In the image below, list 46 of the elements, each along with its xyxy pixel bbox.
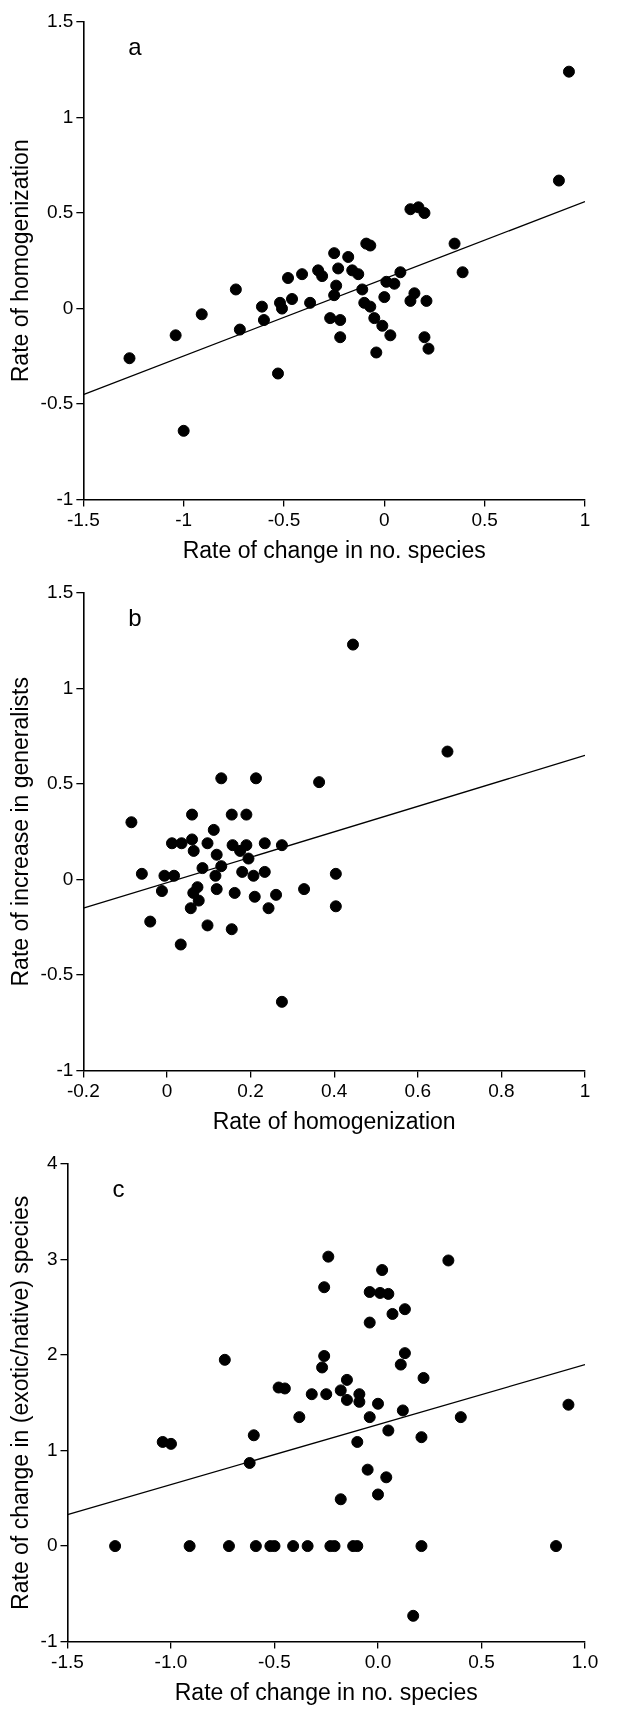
x-tick-label: 0.0 (364, 1651, 392, 1673)
x-tick-label: 0 (161, 1080, 173, 1102)
x-tick-label: 1 (579, 509, 591, 531)
y-tick-label: 1 (46, 1438, 58, 1460)
y-tick-label: -1 (56, 1058, 74, 1080)
x-tick-label: -1 (175, 509, 193, 531)
y-tick-label: 4 (46, 1152, 58, 1174)
x-tick-label: 0 (379, 509, 390, 531)
x-tick-label: -1.0 (154, 1651, 188, 1673)
y-tick-label: 0.5 (46, 201, 74, 223)
y-tick-label: 1 (62, 105, 74, 127)
x-tick-label: 0.2 (237, 1080, 264, 1102)
y-tick-label: 0 (62, 296, 74, 318)
x-axis-title: Rate of change in no. species (174, 1678, 478, 1705)
x-tick-label: -0.5 (267, 509, 301, 531)
x-tick-label: -1.5 (66, 509, 100, 531)
x-tick-label: 0.8 (488, 1080, 515, 1102)
x-axis-title: Rate of change in no. species (182, 536, 486, 563)
x-tick-label: -0.2 (66, 1080, 100, 1102)
y-tick-label: 3 (46, 1247, 58, 1269)
x-tick-label: 1 (579, 1080, 591, 1102)
y-tick-label: 0 (62, 867, 74, 889)
y-tick-label: 2 (46, 1343, 58, 1365)
x-tick-label: 0.6 (404, 1080, 431, 1102)
annotation: b (128, 603, 142, 631)
x-tick-label: -0.5 (258, 1651, 291, 1673)
x-tick-label: 0.5 (471, 509, 498, 531)
y-tick-label: 1.5 (46, 581, 74, 603)
y-tick-label: 0.5 (46, 772, 74, 794)
x-tick-label: 1.0 (571, 1651, 599, 1673)
y-tick-label: 1 (62, 676, 74, 698)
x-tick-label: 0.5 (468, 1651, 495, 1673)
y-axis-title: Rate of homogenization (7, 139, 34, 383)
y-axis-title: Rate of increase in generalists (7, 677, 34, 987)
y-tick-label: -0.5 (40, 963, 74, 985)
x-tick-label: -1.5 (51, 1651, 84, 1673)
x-axis-title: Rate of homogenization (212, 1107, 456, 1134)
y-tick-label: 1.5 (46, 10, 74, 32)
x-tick-label: 0.4 (320, 1080, 348, 1102)
y-tick-label: -1 (40, 1629, 58, 1651)
annotation: c (112, 1174, 125, 1202)
annotation: a (128, 32, 143, 60)
y-tick-label: -1 (56, 487, 74, 509)
y-tick-label: -0.5 (40, 392, 74, 414)
y-axis-title: Rate of change in (exotic/native) species (7, 1195, 34, 1610)
y-tick-label: 0 (46, 1534, 58, 1556)
